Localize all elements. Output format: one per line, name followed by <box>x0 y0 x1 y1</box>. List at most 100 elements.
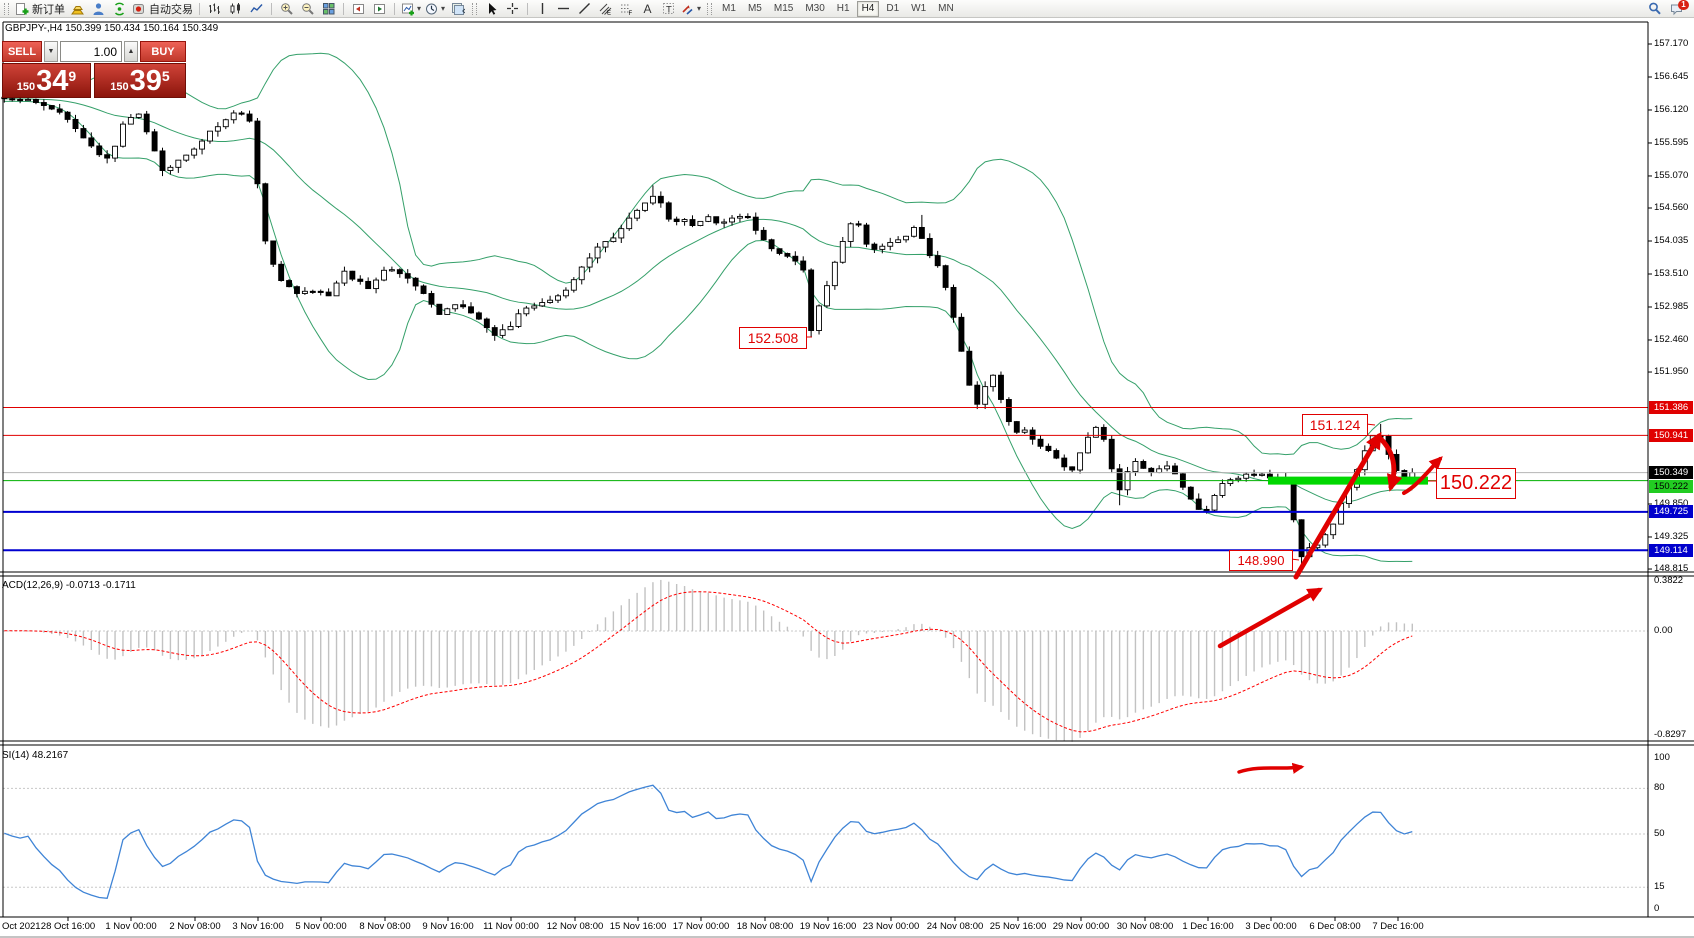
price-annotation[interactable]: 151.124 <box>1302 414 1368 436</box>
toolbar-separator <box>199 2 200 15</box>
accounts-button[interactable] <box>89 1 108 16</box>
chevron-down-icon: ▾ <box>697 4 702 13</box>
sell-button[interactable]: SELL <box>2 41 42 62</box>
toolbar-separator <box>343 2 344 15</box>
buy-price-tile[interactable]: 150 39 5 <box>94 63 186 98</box>
market-watch-button[interactable] <box>68 1 87 16</box>
svg-text:F: F <box>628 11 632 16</box>
price-axis-tick: 152.985 <box>1654 300 1689 312</box>
chevron-down-icon: ▾ <box>417 4 422 13</box>
addind-icon <box>402 3 414 15</box>
volume-input[interactable] <box>60 41 122 62</box>
text-tool[interactable]: A <box>638 1 657 16</box>
toolbar: 新订单 自动交易 ▾ ▾ E F A T ▾ M1 M5 M15 M30 H1 H4 D1 W1 MN 1 <box>0 0 1694 18</box>
price-annotation[interactable]: 152.508 <box>739 327 807 349</box>
sell-price-tile[interactable]: 150 34 9 <box>2 63 91 98</box>
auto-trading-button[interactable]: 自动交易 <box>131 1 194 16</box>
price-axis-tick: 154.560 <box>1654 202 1689 213</box>
zoom-in-button[interactable] <box>277 1 296 16</box>
horizontal-line-tool[interactable] <box>554 1 573 16</box>
volume-increase-button[interactable]: ▲ <box>124 41 138 62</box>
timeframe-button-w1[interactable]: W1 <box>911 2 927 14</box>
buy-button[interactable]: BUY <box>140 41 186 62</box>
time-axis-tick: 19 Nov 16:00 <box>799 921 857 932</box>
search-button[interactable] <box>1645 1 1664 16</box>
zoomout-icon <box>301 2 314 15</box>
bar-chart-button[interactable] <box>205 1 224 16</box>
vertical-line-tool[interactable] <box>533 1 552 16</box>
svg-text:A: A <box>643 2 651 16</box>
timeframe-button-m30[interactable]: M30 <box>805 2 825 14</box>
price-axis-badge: 149.114 <box>1649 543 1693 557</box>
chat-button[interactable]: 1 <box>1667 0 1689 16</box>
price-axis-tick: 149.325 <box>1654 530 1689 542</box>
rsi-axis-tick: 15 <box>1654 881 1665 893</box>
time-axis-tick: 8 Nov 08:00 <box>359 921 411 932</box>
time-axis-tick: 29 Nov 00:00 <box>1052 921 1110 932</box>
price-axis-tick: 155.595 <box>1654 136 1689 148</box>
time-axis-tick: 28 Oct 16:00 <box>40 921 96 932</box>
price-axis-tick: 152.460 <box>1654 333 1689 345</box>
candlestick-chart-button[interactable] <box>226 1 245 16</box>
macd-axis-tick: 0.00 <box>1654 625 1673 636</box>
price-axis-badge: 151.386 <box>1649 400 1693 414</box>
labelT-icon: T <box>662 2 674 15</box>
toolbar-grip <box>4 2 9 15</box>
price-annotation[interactable]: 150.222 <box>1436 468 1516 499</box>
signals-button[interactable] <box>110 1 129 16</box>
line-chart-button[interactable] <box>247 1 266 16</box>
price-axis-tick: 156.645 <box>1654 70 1689 82</box>
zoomin-icon <box>280 2 293 15</box>
trendline-tool[interactable] <box>575 1 594 16</box>
timeframe-button-m5[interactable]: M5 <box>747 2 762 14</box>
timeframe-button-d1[interactable]: D1 <box>886 2 900 14</box>
timeframe-button-h4[interactable]: H4 <box>856 0 880 17</box>
toolbar-separator <box>271 2 272 15</box>
price-axis-badge: 150.222 <box>1649 480 1693 494</box>
fibonacci-tool[interactable]: F <box>617 1 636 16</box>
time-axis-tick: 18 Nov 08:00 <box>736 921 794 932</box>
chart-autoscroll-button[interactable] <box>370 1 389 16</box>
add-indicator-button[interactable]: ▾ <box>400 1 422 16</box>
timeframe-button-h1[interactable]: H1 <box>836 2 850 14</box>
price-axis-tick: 156.120 <box>1654 103 1689 115</box>
time-axis-tick: 25 Nov 16:00 <box>989 921 1047 932</box>
chart-shift-button[interactable] <box>349 1 368 16</box>
timeframe-button-m1[interactable]: M1 <box>722 2 736 14</box>
new-order-button[interactable]: 新订单 <box>14 1 66 16</box>
chevron-down-icon: ▾ <box>441 4 446 13</box>
cursor-tool-button[interactable] <box>482 1 501 16</box>
timeframe-button-mn[interactable]: MN <box>938 2 954 14</box>
tpl-icon <box>451 2 465 15</box>
zoom-out-button[interactable] <box>298 1 317 16</box>
line-icon <box>249 3 263 12</box>
docplus-icon <box>16 2 29 15</box>
macd-indicator-label: ACD(12,26,9) -0.0713 -0.1711 <box>2 580 136 591</box>
time-axis-tick: 6 Dec 08:00 <box>1309 921 1361 932</box>
price-axis-tick: 149.850 <box>1654 497 1689 509</box>
timeframe-button-m15[interactable]: M15 <box>773 2 794 14</box>
time-axis-tick: 3 Dec 00:00 <box>1245 921 1297 932</box>
period-button[interactable]: ▾ <box>424 1 446 16</box>
volume-decrease-button[interactable]: ▼ <box>44 41 58 62</box>
price-axis-tick: 155.070 <box>1654 169 1689 181</box>
tile-windows-button[interactable] <box>319 1 338 16</box>
buy-price-big: 39 <box>129 65 162 97</box>
arrows-tool[interactable]: ▾ <box>680 1 702 16</box>
time-axis-tick: 12 Nov 08:00 <box>546 921 604 932</box>
vline-icon <box>541 2 543 14</box>
toolbar-button-label: 新订单 <box>32 3 65 16</box>
price-annotation[interactable]: 148.990 <box>1229 550 1293 571</box>
tiles-icon <box>322 2 334 14</box>
text-label-tool[interactable]: T <box>659 1 678 16</box>
rsi-axis-tick: 80 <box>1654 782 1665 794</box>
toolbar-separator <box>394 2 395 15</box>
time-axis-tick: 5 Nov 00:00 <box>295 921 347 932</box>
crosshair-tool-button[interactable] <box>503 1 522 16</box>
time-axis-tick: 11 Nov 00:00 <box>483 921 539 932</box>
autotrade-icon <box>133 3 144 14</box>
one-click-trading-panel: SELL ▼ ▲ BUY 150 34 9 150 39 5 <box>2 41 188 98</box>
equidistant-channel-tool[interactable]: E <box>596 1 615 16</box>
templates-button[interactable] <box>448 1 467 16</box>
